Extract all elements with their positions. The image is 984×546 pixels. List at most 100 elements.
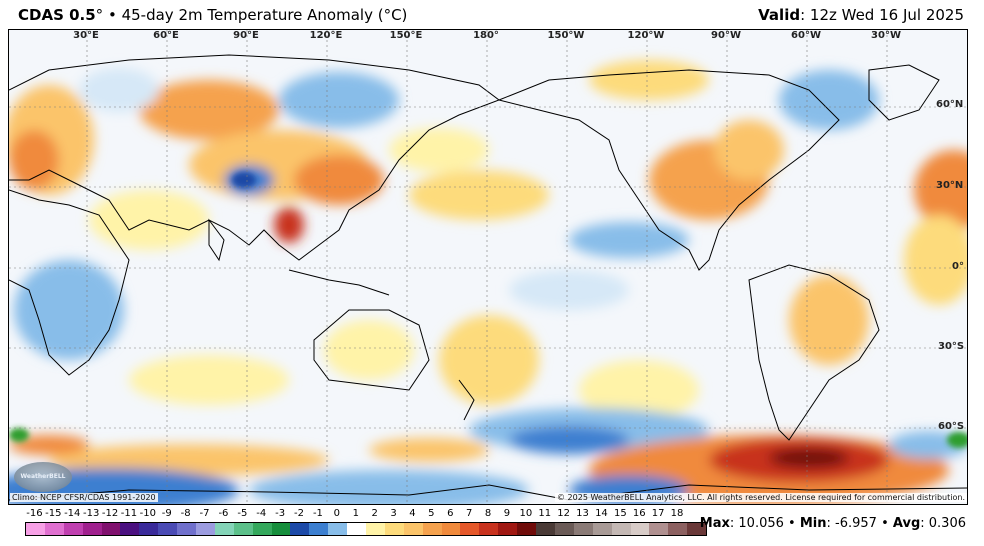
colorbar-tick-label: 6 xyxy=(447,508,454,519)
colorbar-tick-label: 7 xyxy=(465,508,473,519)
colorbar-tick-label: 14 xyxy=(595,508,608,519)
min-label: Min xyxy=(799,516,827,531)
avg-label: Avg xyxy=(892,516,921,531)
lat-label-eq: 0° xyxy=(952,261,964,272)
colorbar-tick-label: -8 xyxy=(180,508,191,519)
colorbar-swatch xyxy=(196,523,215,535)
colorbar-swatch xyxy=(554,523,574,535)
min-value: : -6.957 xyxy=(826,516,877,531)
colorbar-swatch xyxy=(26,523,45,535)
lon-label-60w: 60°W xyxy=(791,30,821,41)
logo-text: WeatherBELL xyxy=(20,473,66,480)
max-value: : 10.056 xyxy=(729,516,784,531)
colorbar-swatch xyxy=(328,523,348,535)
colorbar-tick-label: 8 xyxy=(484,508,492,519)
colorbar-swatch xyxy=(573,523,593,535)
lon-label-30e: 30°E xyxy=(73,30,99,41)
lon-label-60e: 60°E xyxy=(153,30,179,41)
colorbar-tick-label: -10 xyxy=(139,508,157,519)
colorbar-tick-label: -16 xyxy=(26,508,43,519)
colorbar-tick-label: -7 xyxy=(199,508,210,519)
colorbar-swatch xyxy=(422,523,442,535)
colorbar-swatch xyxy=(82,523,102,535)
degree-mark: ° xyxy=(95,6,104,24)
anomaly-map xyxy=(8,29,968,505)
colorbar-tick-label: 11 xyxy=(538,508,552,519)
colorbar-tick-label: 2 xyxy=(371,508,378,519)
lon-label-90w: 90°W xyxy=(711,30,741,41)
lat-label-60n: 60°N xyxy=(936,99,964,110)
lon-label-90e: 90°E xyxy=(233,30,259,41)
colorbar-swatch xyxy=(252,523,272,535)
colorbar-tick-label: -4 xyxy=(256,508,267,519)
colorbar-tick-label: 15 xyxy=(613,508,627,519)
colorbar-tick-label: 13 xyxy=(576,508,589,519)
graticule xyxy=(9,30,967,504)
colorbar-tick-label: -5 xyxy=(237,508,248,519)
colorbar-swatch xyxy=(309,523,329,535)
climo-note: Climo: NCEP CFSR/CDAS 1991-2020 xyxy=(10,493,158,502)
colorbar-swatch xyxy=(158,523,178,535)
colorbar-tick-label: -6 xyxy=(218,508,229,519)
colorbar-swatch xyxy=(649,523,669,535)
anomaly-small-patches xyxy=(9,172,967,448)
colorbar-tick-label: -13 xyxy=(82,508,100,519)
anomaly-shading xyxy=(9,60,967,504)
weatherbell-logo: WeatherBELL xyxy=(14,462,72,492)
colorbar-swatch xyxy=(479,523,499,535)
colorbar-tick-label: -14 xyxy=(64,508,81,519)
valid-time: Valid: 12z Wed 16 Jul 2025 xyxy=(758,6,964,24)
colorbar-tick-label: -3 xyxy=(275,508,286,519)
colorbar-swatch xyxy=(44,523,64,535)
colorbar-swatch xyxy=(630,523,650,535)
stats-sep-2: • xyxy=(881,516,889,531)
colorbar-swatch xyxy=(347,523,367,535)
colorbar-swatch xyxy=(384,523,404,535)
colorbar-tick-label: 3 xyxy=(390,508,397,519)
colorbar-tick-label: -2 xyxy=(294,508,305,519)
colorbar-tick-label: 4 xyxy=(409,508,416,519)
colorbar-swatch xyxy=(611,523,631,535)
lon-label-120w: 120°W xyxy=(627,30,665,41)
colorbar-swatch xyxy=(460,523,480,535)
anomaly-map-svg xyxy=(9,30,967,504)
coastlines xyxy=(9,54,967,501)
title-bullet: • xyxy=(107,6,117,24)
colorbar-swatch xyxy=(233,523,253,535)
lon-label-150e: 150°E xyxy=(389,30,423,41)
colorbar-tick-label: 18 xyxy=(670,508,684,519)
lat-label-30n: 30°N xyxy=(936,180,964,191)
colorbar-swatch xyxy=(214,523,234,535)
colorbar-tick-label: 12 xyxy=(557,508,571,519)
copyright-note: © 2025 WeatherBELL Analytics, LLC. All r… xyxy=(555,493,967,502)
colorbar-swatch xyxy=(101,523,121,535)
field-stats: Max: 10.056 • Min: -6.957 • Avg: 0.306 xyxy=(700,516,966,531)
colorbar-tick-label: -11 xyxy=(120,508,138,519)
colorbar-swatch xyxy=(517,523,537,535)
colorbar-tick-label: -9 xyxy=(161,508,172,519)
colorbar-swatch xyxy=(592,523,612,535)
product-name: CDAS 0.5 xyxy=(18,6,96,24)
valid-label: Valid xyxy=(758,6,801,24)
valid-time-value: : 12z Wed 16 Jul 2025 xyxy=(800,6,964,24)
map-title: CDAS 0.5° • 45-day 2m Temperature Anomal… xyxy=(18,6,407,24)
lat-label-60s: 60°S xyxy=(938,421,965,432)
colorbar-swatch xyxy=(63,523,83,535)
lon-label-30w: 30°W xyxy=(871,30,901,41)
colorbar-swatch xyxy=(271,523,291,535)
lon-label-150w: 150°W xyxy=(547,30,585,41)
colorbar-tick-label: 1 xyxy=(352,508,359,519)
colorbar-tick-label: 0 xyxy=(333,508,341,519)
colorbar-swatch xyxy=(120,523,140,535)
lat-label-30s: 30°S xyxy=(938,341,965,352)
colorbar xyxy=(25,522,708,536)
colorbar-swatch xyxy=(177,523,197,535)
colorbar-swatch xyxy=(687,523,707,535)
colorbar-tick-label: 9 xyxy=(503,508,511,519)
colorbar-tick-label: 17 xyxy=(651,508,665,519)
lon-label-180: 180° xyxy=(473,30,499,41)
stats-sep-1: • xyxy=(788,516,796,531)
colorbar-swatch xyxy=(498,523,518,535)
colorbar-swatch xyxy=(403,523,423,535)
colorbar-tick-label: 16 xyxy=(632,508,646,519)
